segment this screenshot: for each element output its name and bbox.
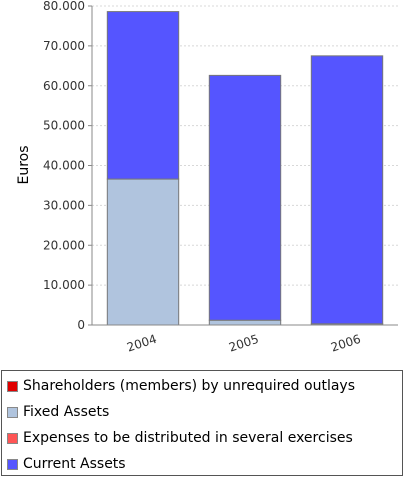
y-tick-label: 10.000	[43, 278, 85, 292]
legend-label: Fixed Assets	[23, 404, 110, 420]
y-tick-label: 40.000	[43, 159, 85, 173]
legend-label: Shareholders (members) by unrequired out…	[23, 378, 355, 394]
legend-swatch	[7, 458, 18, 470]
bars	[106, 11, 384, 326]
legend-swatch	[7, 406, 18, 418]
y-tick-label: 0	[77, 318, 85, 332]
bar-segment	[106, 178, 180, 326]
legend-label: Current Assets	[23, 456, 126, 472]
legend: Shareholders (members) by unrequired out…	[1, 370, 403, 476]
legend-swatch	[7, 432, 18, 444]
legend-item: Expenses to be distributed in several ex…	[7, 425, 397, 451]
x-tick-label: 2004	[125, 332, 158, 355]
legend-swatch	[7, 380, 18, 392]
legend-item: Shareholders (members) by unrequired out…	[7, 373, 397, 399]
bar-segment	[208, 319, 282, 326]
y-tick-label: 80.000	[43, 0, 85, 13]
y-tick-label: 60.000	[43, 79, 85, 93]
y-tick-label: 30.000	[43, 198, 85, 212]
x-tick-label: 2005	[227, 332, 260, 355]
x-tick-label: 2006	[329, 332, 362, 355]
legend-label: Expenses to be distributed in several ex…	[23, 430, 353, 446]
y-tick-label: 70.000	[43, 39, 85, 53]
y-tick-label: 20.000	[43, 238, 85, 252]
legend-item: Current Assets	[7, 451, 397, 477]
y-axis-label: Euros	[16, 145, 32, 184]
legend-item: Fixed Assets	[7, 399, 397, 425]
bar-segment	[208, 74, 282, 321]
bar-segment	[310, 55, 384, 325]
axes: 0 10.000 20.000 30.000 40.000 50.000 60.000 70.…	[43, 0, 398, 355]
stacked-bar-chart: 0 10.000 20.000 30.000 40.000 50.000 60.000 70.…	[16, 0, 398, 355]
y-tick-label: 50.000	[43, 119, 85, 133]
bar-segment	[106, 11, 180, 180]
